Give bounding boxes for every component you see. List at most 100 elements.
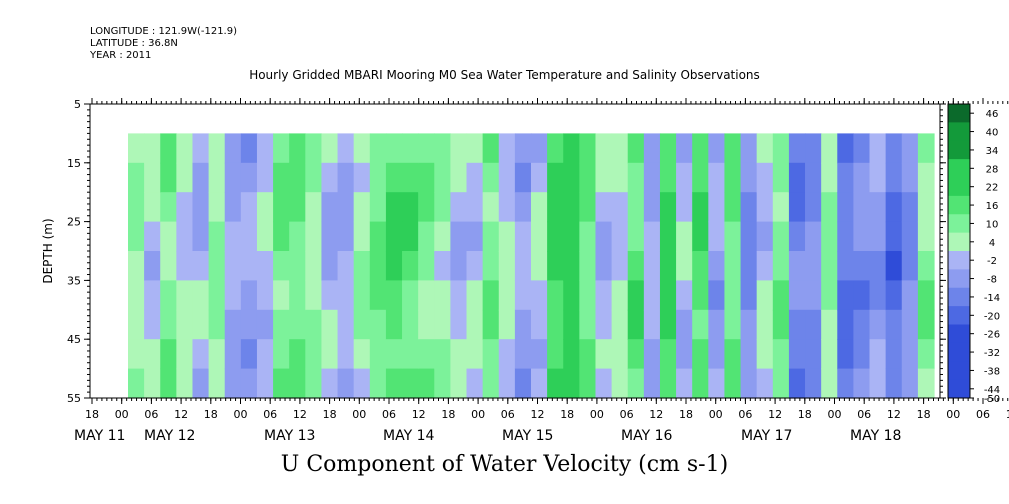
heatmap-cell xyxy=(643,251,661,281)
heatmap-cell xyxy=(853,368,871,399)
heatmap-cell xyxy=(353,221,371,252)
heatmap-cell xyxy=(434,280,451,311)
x-hour-label: 18 xyxy=(85,408,99,421)
heatmap-cell xyxy=(740,162,758,193)
heatmap-cell xyxy=(418,133,435,164)
heatmap-cell xyxy=(128,339,145,370)
heatmap-cell xyxy=(176,133,194,164)
heatmap-cell xyxy=(788,221,806,252)
heatmap-cell xyxy=(531,251,548,281)
heatmap-cell xyxy=(611,339,629,370)
heatmap-cell xyxy=(482,251,500,281)
heatmap-cell xyxy=(708,251,726,281)
heatmap-cell xyxy=(385,368,403,399)
heatmap-cell xyxy=(385,192,403,223)
heatmap-cell xyxy=(353,309,371,340)
heatmap-cell xyxy=(563,339,580,370)
heatmap-cell xyxy=(740,221,758,252)
colorbar-label: 10 xyxy=(986,219,999,230)
heatmap-cell xyxy=(885,368,903,399)
longitude-label: LONGITUDE : 121.9W(-121.9) xyxy=(90,26,237,37)
heatmap-cell xyxy=(676,309,693,340)
heatmap-cell xyxy=(224,192,242,223)
heatmap-cell xyxy=(305,251,323,281)
heatmap-cell xyxy=(240,221,258,252)
heatmap-cell xyxy=(176,251,194,281)
heatmap-cell xyxy=(176,192,194,223)
heatmap-cell xyxy=(160,221,177,252)
heatmap-cell xyxy=(579,368,597,399)
heatmap-cell xyxy=(853,133,871,164)
heatmap-cell xyxy=(788,162,806,193)
heatmap-cell xyxy=(208,309,226,340)
heatmap-cell xyxy=(353,133,371,164)
y-tick-label: 55 xyxy=(67,392,81,405)
heatmap-cell xyxy=(595,309,613,340)
heatmap-cell xyxy=(740,309,758,340)
heatmap-cell xyxy=(579,162,597,193)
heatmap-cell xyxy=(128,221,145,252)
heatmap-cell xyxy=(869,339,887,370)
heatmap-cell xyxy=(466,133,484,164)
colorbar-segment xyxy=(948,159,970,179)
heatmap-cell xyxy=(821,309,838,340)
heatmap-cell xyxy=(643,339,661,370)
heatmap-cell xyxy=(901,280,919,311)
heatmap-cell xyxy=(289,280,306,311)
heatmap-cell xyxy=(627,339,645,370)
heatmap-cell xyxy=(224,309,242,340)
heatmap-cell xyxy=(466,162,484,193)
heatmap-cell xyxy=(901,162,919,193)
heatmap-cell xyxy=(289,251,306,281)
heatmap-cell xyxy=(901,368,919,399)
heatmap-cell xyxy=(531,221,548,252)
heatmap-cell xyxy=(240,162,258,193)
heatmap-cell xyxy=(514,368,532,399)
heatmap-cell xyxy=(595,339,613,370)
heatmap-cell xyxy=(756,133,774,164)
heatmap-cell xyxy=(756,280,774,311)
heatmap-cell xyxy=(772,280,790,311)
heatmap-cell xyxy=(885,280,903,311)
heatmap-cell xyxy=(224,162,242,193)
heatmap-cell xyxy=(869,221,887,252)
y-axis: 5 15 25 35 45 55 xyxy=(67,98,946,405)
heatmap-cell xyxy=(321,309,339,340)
heatmap-cell xyxy=(805,309,822,340)
x-day-label: MAY 18 xyxy=(850,428,901,444)
heatmap-cell xyxy=(885,133,903,164)
heatmap-cell xyxy=(611,251,629,281)
heatmap-cell xyxy=(740,192,758,223)
heatmap-cell xyxy=(692,339,709,370)
heatmap-cell xyxy=(498,162,516,193)
heatmap-cell xyxy=(402,280,419,311)
heatmap-cell xyxy=(579,192,597,223)
heatmap-cell xyxy=(627,251,645,281)
heatmap-cell xyxy=(369,280,387,311)
heatmap-cell xyxy=(788,251,806,281)
heatmap-cell xyxy=(917,133,935,164)
heatmap-cell xyxy=(498,133,516,164)
heatmap-cell xyxy=(369,221,387,252)
colorbar-label: 16 xyxy=(986,201,999,212)
heatmap-cell xyxy=(144,133,161,164)
heatmap-cell xyxy=(837,368,854,399)
heatmap-cell xyxy=(160,339,177,370)
heatmap-cell xyxy=(418,162,435,193)
heatmap-cell xyxy=(337,368,355,399)
heatmap-cell xyxy=(885,162,903,193)
heatmap-cell xyxy=(772,339,790,370)
heatmap-cell xyxy=(676,251,693,281)
heatmap-cell xyxy=(208,221,226,252)
heatmap-cell xyxy=(450,133,468,164)
heatmap-cell xyxy=(192,280,210,311)
heatmap-cell xyxy=(708,133,726,164)
heatmap-cell xyxy=(434,162,451,193)
heatmap-cell xyxy=(853,251,871,281)
x-day-label: MAY 11 xyxy=(74,428,125,444)
heatmap-cell xyxy=(885,221,903,252)
heatmap-cell xyxy=(289,368,306,399)
x-hour-label: 00 xyxy=(590,408,604,421)
heatmap-cell xyxy=(837,280,854,311)
heatmap-cell xyxy=(434,192,451,223)
